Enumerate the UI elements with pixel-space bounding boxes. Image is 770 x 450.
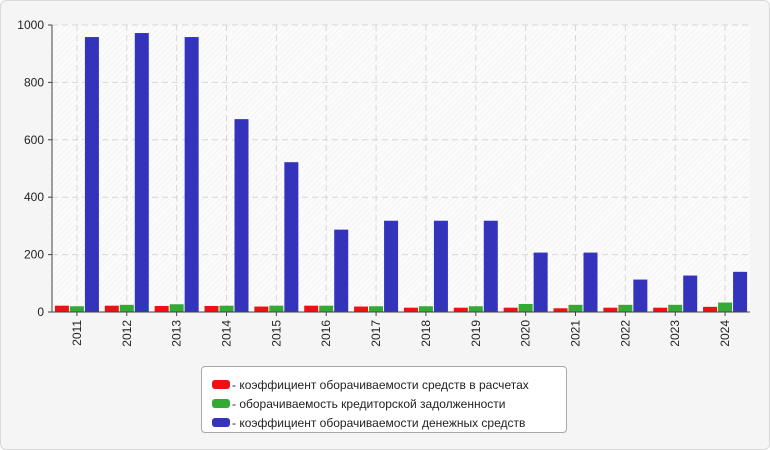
chart-legend: - коэффициент оборачиваемости средств в …: [201, 366, 567, 433]
x-tick-label: 2011: [70, 320, 84, 346]
y-tick-label: 200: [24, 248, 44, 262]
x-tick-label: 2020: [519, 320, 533, 347]
bar-2023-series-1: [668, 304, 683, 312]
bar-2013-series-0: [154, 305, 169, 312]
bar-2012-series-2: [134, 33, 149, 312]
legend-item-receivables: - коэффициент оборачиваемости средств в …: [212, 375, 566, 394]
bar-2011-series-1: [69, 306, 84, 312]
y-tick-label: 600: [24, 133, 44, 147]
plot-area: [52, 25, 750, 312]
legend-swatch-red: [212, 380, 230, 389]
bar-2021-series-0: [553, 308, 568, 312]
bar-2011-series-2: [84, 37, 99, 312]
bar-2016-series-2: [334, 229, 349, 312]
bar-2018-series-1: [418, 306, 433, 312]
bar-2014-series-2: [234, 119, 249, 312]
bar-2015-series-0: [254, 306, 269, 312]
bar-2016-series-1: [319, 305, 334, 312]
bar-2022-series-0: [603, 307, 618, 312]
y-tick-label: 1000: [17, 18, 44, 32]
bar-2017-series-1: [369, 306, 384, 312]
x-tick-label: 2017: [369, 320, 383, 347]
bar-2019-series-2: [483, 220, 498, 312]
x-tick-label: 2015: [269, 320, 283, 347]
bar-2018-series-0: [403, 307, 418, 312]
y-tick-label: 800: [24, 75, 44, 89]
bar-2021-series-2: [583, 252, 598, 312]
bar-2020-series-1: [518, 303, 533, 312]
x-tick-label: 2022: [618, 320, 632, 347]
axis-labels: 0 200 400 600 800 1000 2011 2012 2013 2014 2015 201…: [17, 18, 732, 347]
legend-label: - коэффициент оборачиваемости средств в …: [232, 377, 529, 392]
bars: [54, 33, 748, 312]
bar-2024-series-1: [718, 302, 733, 312]
legend-label: - оборачиваемость кредиторской задолженн…: [232, 396, 506, 411]
bar-2024-series-0: [703, 306, 718, 312]
bar-2014-series-1: [219, 305, 234, 312]
bar-2017-series-2: [384, 220, 399, 312]
legend-item-cash: - коэффициент оборачиваемости денежных с…: [212, 413, 566, 432]
bar-2018-series-2: [433, 220, 448, 312]
bar-2012-series-0: [104, 305, 119, 312]
bar-2014-series-0: [204, 305, 219, 312]
x-tick-label: 2021: [569, 320, 583, 347]
bar-2019-series-0: [453, 307, 468, 312]
axes: [51, 25, 750, 313]
x-tick-label: 2014: [220, 320, 234, 347]
bar-2013-series-1: [169, 304, 184, 312]
bar-2022-series-2: [633, 279, 648, 312]
legend-swatch-green: [212, 399, 230, 408]
bar-2022-series-1: [618, 304, 633, 312]
bar-2023-series-0: [653, 307, 668, 312]
x-tick-label: 2024: [718, 320, 732, 347]
bar-2019-series-1: [468, 306, 483, 312]
x-tick-label: 2019: [469, 320, 483, 347]
bar-2015-series-2: [284, 162, 299, 312]
legend-swatch-blue: [212, 418, 230, 427]
bar-2012-series-1: [119, 304, 134, 312]
bar-2021-series-1: [568, 304, 583, 312]
bar-2016-series-0: [304, 305, 319, 312]
grid-lines: [48, 24, 750, 316]
bar-2017-series-0: [354, 306, 369, 312]
bar-2020-series-0: [503, 307, 518, 312]
bar-2015-series-1: [269, 305, 284, 312]
x-tick-label: 2016: [319, 320, 333, 347]
bar-2023-series-2: [683, 275, 698, 312]
bar-2013-series-2: [184, 37, 199, 312]
x-tick-label: 2018: [419, 320, 433, 347]
bar-2011-series-0: [54, 305, 69, 312]
y-tick-label: 0: [37, 305, 44, 319]
bar-2024-series-2: [733, 271, 748, 312]
legend-label: - коэффициент оборачиваемости денежных с…: [232, 415, 526, 430]
x-tick-label: 2012: [120, 320, 134, 347]
legend-item-payables: - оборачиваемость кредиторской задолженн…: [212, 394, 566, 413]
bar-2020-series-2: [533, 252, 548, 312]
x-tick-label: 2023: [668, 320, 682, 347]
y-tick-label: 400: [24, 190, 44, 204]
x-tick-label: 2013: [170, 320, 184, 347]
